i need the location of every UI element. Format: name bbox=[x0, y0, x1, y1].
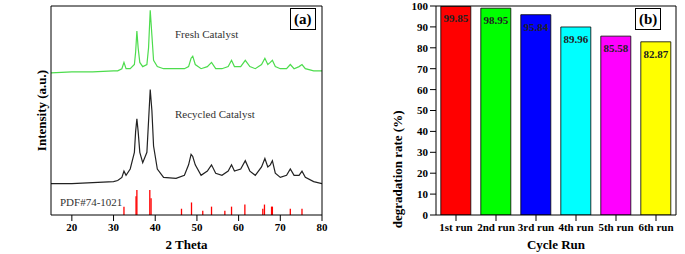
svg-text:1st run: 1st run bbox=[439, 221, 472, 233]
svg-text:6th run: 6th run bbox=[638, 221, 673, 233]
svg-text:100: 100 bbox=[412, 0, 429, 12]
svg-text:40: 40 bbox=[417, 125, 429, 137]
svg-text:2 Theta: 2 Theta bbox=[165, 237, 208, 252]
svg-text:95.84: 95.84 bbox=[523, 21, 548, 33]
svg-text:40: 40 bbox=[150, 221, 162, 233]
svg-text:60: 60 bbox=[233, 221, 245, 233]
svg-text:3rd run: 3rd run bbox=[518, 221, 554, 233]
svg-text:30: 30 bbox=[108, 221, 120, 233]
html-text:(a): (a) bbox=[294, 11, 312, 27]
svg-text:80: 80 bbox=[317, 221, 329, 233]
svg-text:99.85: 99.85 bbox=[443, 12, 468, 24]
svg-text:89.96: 89.96 bbox=[563, 33, 588, 45]
svg-text:Cycle Run: Cycle Run bbox=[527, 237, 586, 252]
html-text:PDF#74-1021: PDF#74-1021 bbox=[60, 196, 123, 208]
svg-text:50: 50 bbox=[417, 104, 429, 116]
svg-text:degradation rate (%): degradation rate (%) bbox=[390, 111, 405, 229]
svg-text:98.95: 98.95 bbox=[483, 14, 508, 26]
html-text:(b): (b) bbox=[639, 11, 658, 27]
svg-text:10: 10 bbox=[417, 188, 429, 200]
svg-text:70: 70 bbox=[275, 221, 287, 233]
svg-text:0: 0 bbox=[423, 209, 429, 221]
svg-text:90: 90 bbox=[417, 21, 429, 33]
svg-text:20: 20 bbox=[417, 167, 429, 179]
svg-text:5th run: 5th run bbox=[598, 221, 633, 233]
svg-text:30: 30 bbox=[417, 146, 429, 158]
svg-text:20: 20 bbox=[66, 221, 78, 233]
html-text:Fresh Catalyst: Fresh Catalyst bbox=[175, 28, 239, 40]
svg-text:50: 50 bbox=[191, 221, 203, 233]
svg-text:85.58: 85.58 bbox=[603, 42, 628, 54]
svg-text:4th run: 4th run bbox=[558, 221, 593, 233]
svg-text:82.87: 82.87 bbox=[643, 48, 668, 60]
svg-text:2nd run: 2nd run bbox=[477, 221, 515, 233]
svg-text:60: 60 bbox=[417, 84, 429, 96]
svg-text:Intensity (a.u.): Intensity (a.u.) bbox=[34, 70, 49, 151]
svg-text:80: 80 bbox=[417, 42, 429, 54]
svg-text:70: 70 bbox=[417, 63, 429, 75]
html-text:Recycled Catalyst: Recycled Catalyst bbox=[175, 108, 255, 120]
